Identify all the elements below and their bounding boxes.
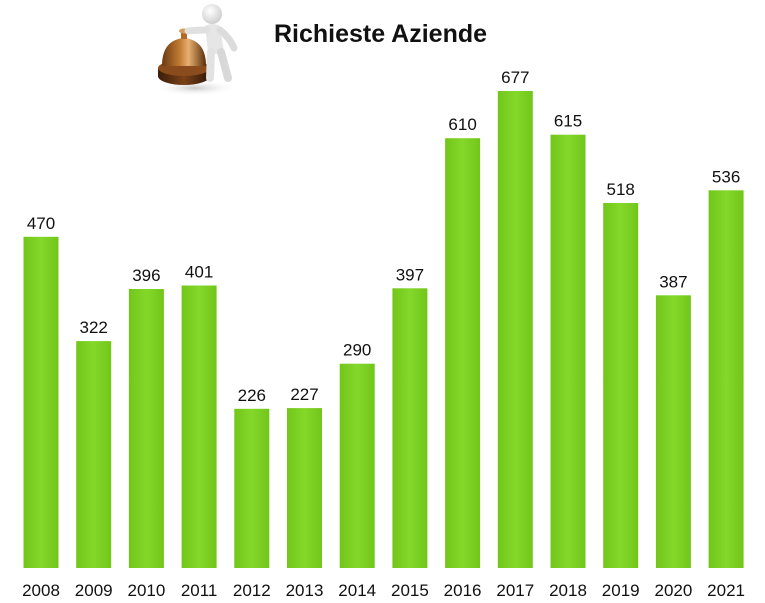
data-label-2013: 227 [290, 385, 318, 404]
x-tick-label-2019: 2019 [602, 581, 640, 600]
x-tick-label-2011: 2011 [181, 581, 218, 600]
data-label-2019: 518 [607, 180, 635, 199]
data-label-2018: 615 [554, 112, 582, 131]
bar-2017 [497, 91, 533, 568]
bar-2019 [603, 203, 639, 568]
bar-2010 [128, 289, 164, 568]
bar-2018 [550, 134, 586, 568]
data-label-2020: 387 [659, 272, 687, 291]
bar-2009 [76, 341, 112, 568]
x-tick-label-2021: 2021 [707, 581, 745, 600]
x-tick-label-2010: 2010 [127, 581, 165, 600]
bar-2008 [23, 236, 59, 569]
data-labels-group: 470 322 396 401 226 227 290 397 610 677 615 518 387 5… [27, 68, 740, 405]
data-label-2017: 677 [501, 68, 529, 87]
chart-title: Richieste Aziende [274, 20, 488, 48]
data-label-2015: 397 [396, 265, 424, 284]
data-label-2014: 290 [343, 341, 371, 360]
bar-2013 [287, 408, 322, 568]
bar-2015 [392, 288, 428, 568]
x-tick-label-2015: 2015 [391, 581, 429, 600]
x-tick-label-2017: 2017 [496, 581, 534, 600]
data-label-2011: 401 [185, 263, 213, 282]
x-tick-label-2009: 2009 [75, 581, 113, 600]
bar-2011 [181, 285, 217, 568]
bar-2014 [339, 363, 375, 568]
bar-2012 [234, 408, 270, 568]
x-tick-label-2012: 2012 [233, 581, 271, 600]
x-tick-label-2013: 2013 [286, 581, 324, 600]
bar-2020 [655, 295, 691, 568]
bar-2021 [708, 190, 744, 569]
bar-2016 [445, 138, 481, 568]
data-label-2012: 226 [238, 386, 266, 405]
bars-group [23, 91, 744, 569]
x-tick-label-2008: 2008 [22, 581, 60, 600]
data-label-2009: 322 [80, 318, 108, 337]
data-label-2016: 610 [448, 115, 476, 134]
x-tick-label-2020: 2020 [654, 581, 692, 600]
x-tick-label-2014: 2014 [338, 581, 376, 600]
x-tick-label-2018: 2018 [549, 581, 587, 600]
x-tick-label-2016: 2016 [444, 581, 482, 600]
data-label-2010: 396 [132, 266, 160, 285]
data-label-2021: 536 [712, 167, 740, 186]
x-axis-ticks: 2008 2009 2010 2011 2012 2013 2014 2015 2016 2017… [22, 581, 745, 600]
service-bell-with-figure-icon [153, 4, 238, 96]
data-label-2008: 470 [27, 214, 55, 233]
